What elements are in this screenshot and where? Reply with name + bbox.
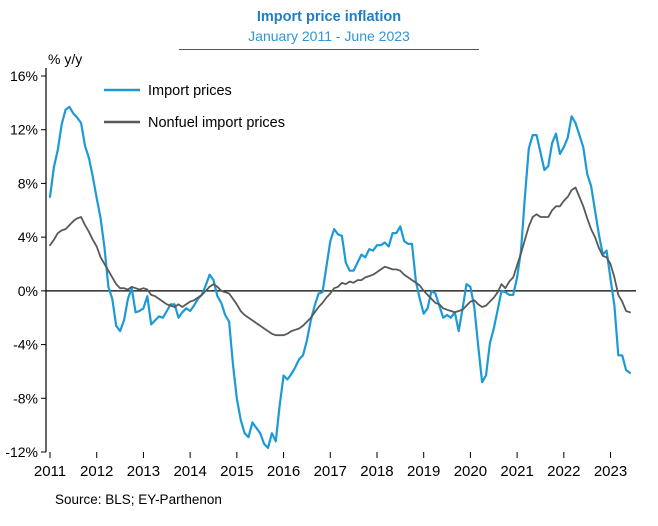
y-tick-label: 16% bbox=[10, 68, 38, 84]
x-tick-label: 2013 bbox=[127, 463, 160, 480]
line-chart-canvas: % y/y 16% 12% 8% 4% 0% -4% -8% -12% 2011 2012 2013… bbox=[5, 51, 636, 480]
series-line-nonfuel-import-prices bbox=[49, 186, 631, 337]
x-tick-label: 2015 bbox=[220, 463, 253, 480]
x-tick-label: 2022 bbox=[547, 463, 580, 480]
x-tick-label: 2012 bbox=[80, 463, 113, 480]
source-note: Source: BLS; EY-Parthenon bbox=[55, 492, 222, 507]
legend-label-nonfuel-import-prices: Nonfuel import prices bbox=[148, 115, 285, 131]
x-tick-label: 2023 bbox=[594, 463, 627, 480]
y-tick-label: -8% bbox=[13, 390, 38, 406]
chart-header: Import price inflation January 2011 - Ju… bbox=[0, 0, 658, 50]
x-tick-label: 2014 bbox=[173, 463, 206, 480]
legend-label-import-prices: Import prices bbox=[148, 83, 232, 99]
x-tick-label: 2021 bbox=[500, 463, 533, 480]
y-tick-label: -12% bbox=[5, 444, 38, 460]
x-tick-label: 2018 bbox=[360, 463, 393, 480]
x-tick-label: 2017 bbox=[314, 463, 347, 480]
x-tick-label: 2020 bbox=[454, 463, 487, 480]
x-tick-label: 2011 bbox=[34, 463, 66, 480]
y-tick-label: -4% bbox=[13, 337, 38, 353]
title-underline bbox=[179, 49, 479, 50]
chart-subtitle: January 2011 - June 2023 bbox=[248, 28, 410, 44]
y-axis-unit-label: % y/y bbox=[48, 51, 82, 67]
series-line-import-prices bbox=[48, 105, 632, 450]
x-tick-label: 2016 bbox=[267, 463, 300, 480]
y-tick-label: 8% bbox=[18, 175, 38, 191]
y-tick-label: 12% bbox=[10, 122, 38, 138]
chart-title: Import price inflation bbox=[256, 9, 402, 25]
y-tick-label: 0% bbox=[18, 283, 38, 299]
x-tick-label: 2019 bbox=[407, 463, 440, 480]
y-tick-label: 4% bbox=[18, 229, 38, 245]
